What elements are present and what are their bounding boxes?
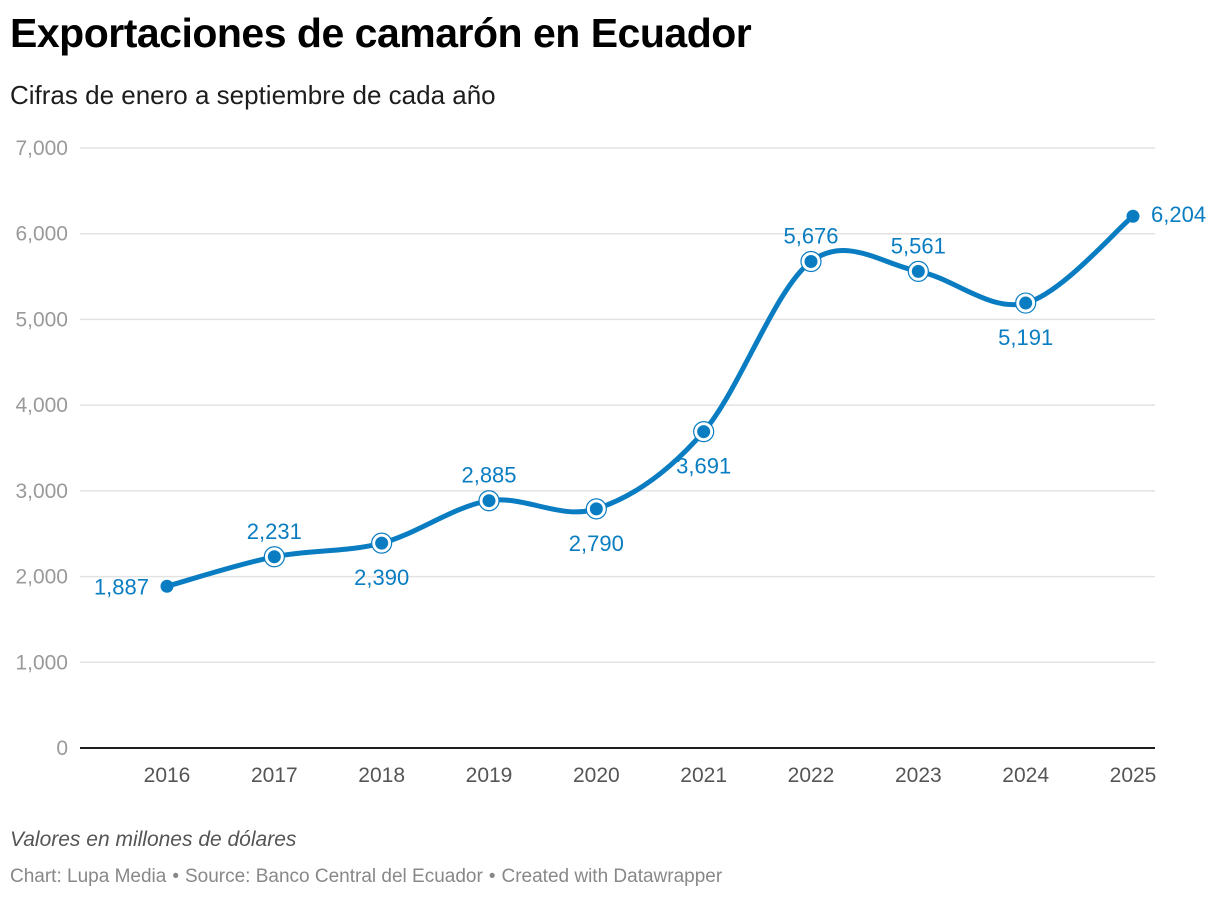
data-label: 5,191 — [998, 325, 1053, 350]
y-tick-label: 3,000 — [15, 480, 68, 503]
data-label: 2,790 — [569, 531, 624, 556]
chart-footer: Chart: Lupa Media • Source: Banco Central … — [10, 866, 722, 888]
chart-title: Exportaciones de camarón en Ecuador — [10, 10, 752, 56]
data-point — [693, 421, 715, 443]
data-point-dot — [375, 536, 389, 550]
data-label: 6,204 — [1151, 202, 1206, 227]
x-tick-label: 2021 — [680, 764, 727, 787]
x-tick-label: 2020 — [573, 764, 620, 787]
y-tick-label: 4,000 — [15, 394, 68, 417]
x-tick-label: 2018 — [358, 764, 405, 787]
data-point — [585, 498, 607, 520]
data-label: 5,676 — [783, 223, 838, 248]
data-point-dot — [267, 550, 281, 564]
created-with-text: Created with Datawrapper — [501, 866, 723, 887]
data-point-dot — [1126, 209, 1140, 223]
y-tick-label: 0 — [56, 737, 68, 760]
data-points — [160, 209, 1140, 593]
separator-dot: • — [488, 866, 496, 887]
data-point — [907, 260, 929, 282]
data-label: 5,561 — [891, 233, 946, 258]
data-point — [1126, 209, 1140, 223]
x-tick-label: 2017 — [251, 764, 298, 787]
chart-subtitle: Cifras de enero a septiembre de cada año — [10, 80, 496, 110]
data-point — [371, 532, 393, 554]
data-label: 2,885 — [461, 463, 516, 488]
y-tick-label: 5,000 — [15, 308, 68, 331]
data-point — [800, 250, 822, 273]
data-point-dot — [589, 502, 603, 516]
x-axis-tick-labels: 2016 2017 2018 2019 2020 2021 2022 2023 2024 2025 — [144, 764, 1157, 787]
data-label: 2,231 — [247, 519, 302, 544]
y-tick-label: 7,000 — [15, 137, 68, 160]
data-labels: 1,887 2,231 2,390 2,885 2,790 3,691 5,676 5,561… — [94, 202, 1206, 599]
data-point-dot — [160, 579, 174, 593]
y-axis-tick-labels: 0 1,000 2,000 3,000 4,000 5,000 6,000 7,000 — [15, 137, 68, 760]
y-tick-label: 6,000 — [15, 223, 68, 246]
credit-text: Chart: Lupa Media — [10, 866, 167, 887]
y-tick-label: 2,000 — [15, 566, 68, 589]
data-label: 2,390 — [354, 565, 409, 590]
data-point — [263, 546, 285, 568]
data-point-dot — [804, 254, 818, 268]
data-point — [478, 490, 500, 512]
series-line-path — [164, 213, 1136, 589]
data-point — [160, 579, 174, 593]
x-tick-label: 2019 — [466, 764, 513, 787]
data-point-dot — [911, 264, 925, 278]
x-tick-label: 2023 — [895, 764, 942, 787]
data-point-dot — [697, 425, 711, 439]
data-point — [1015, 292, 1037, 314]
data-point-dot — [1019, 296, 1033, 310]
x-tick-label: 2022 — [788, 764, 835, 787]
x-tick-label: 2025 — [1110, 764, 1157, 787]
data-label: 1,887 — [94, 574, 149, 599]
data-label: 3,691 — [676, 454, 731, 479]
x-tick-label: 2024 — [1002, 764, 1049, 787]
grid-lines — [80, 147, 1155, 749]
x-tick-label: 2016 — [144, 764, 191, 787]
separator-dot: • — [172, 866, 179, 887]
series-line — [164, 213, 1136, 589]
data-point-dot — [482, 494, 496, 508]
source-text: Source: Banco Central del Ecuador — [184, 866, 483, 887]
y-tick-label: 1,000 — [15, 651, 68, 674]
units-note: Valores en millones de dólares — [10, 828, 297, 851]
